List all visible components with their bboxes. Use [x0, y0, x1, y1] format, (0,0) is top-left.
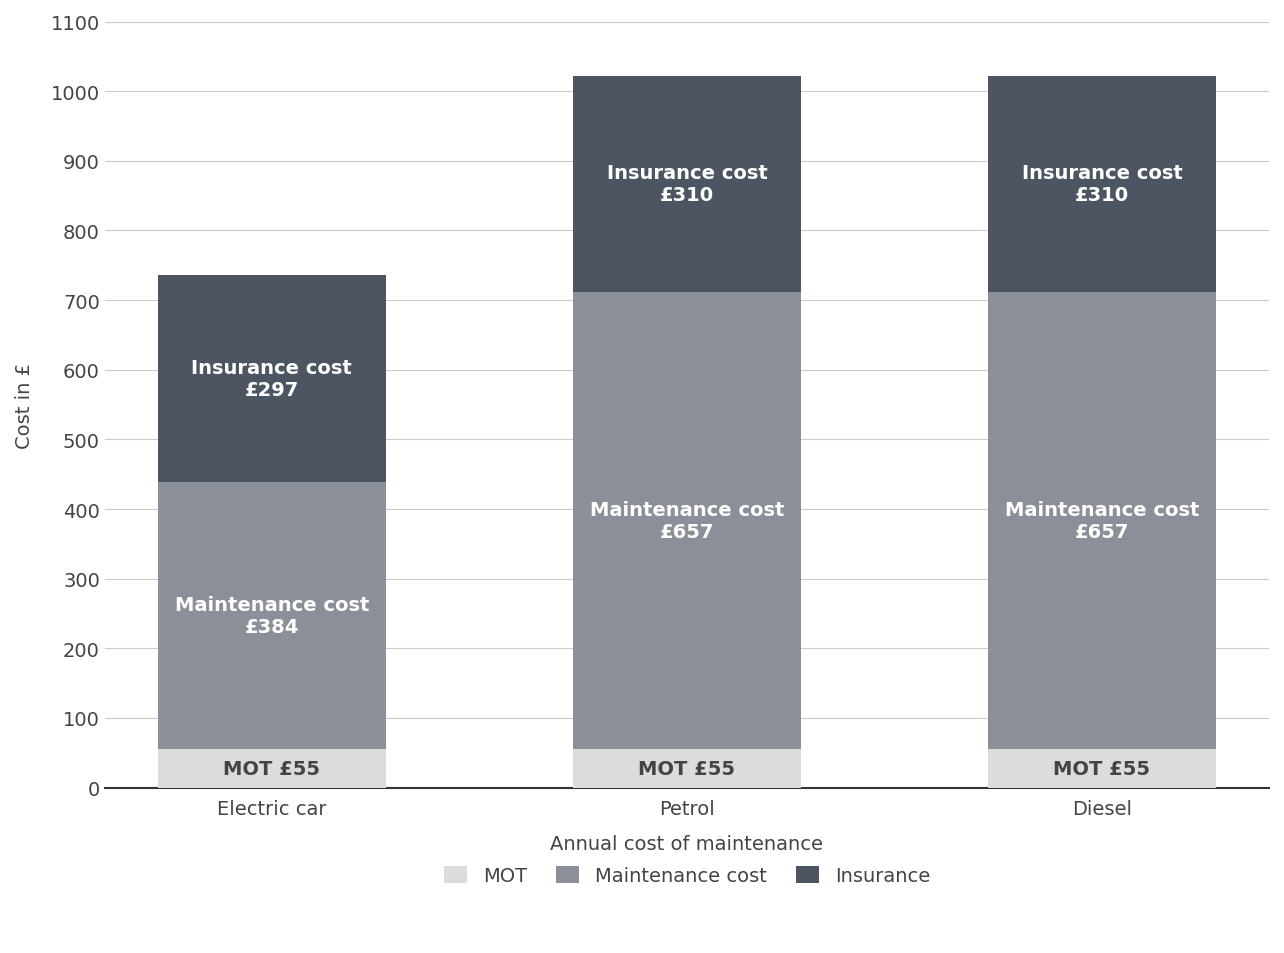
Text: Insurance cost
£310: Insurance cost £310 — [606, 164, 768, 205]
Bar — [987, 293, 1216, 750]
Y-axis label: Cost in £: Cost in £ — [15, 362, 33, 448]
Bar — [573, 293, 801, 750]
Text: Maintenance cost
£657: Maintenance cost £657 — [589, 500, 785, 541]
Text: MOT £55: MOT £55 — [638, 760, 736, 779]
Bar — [987, 750, 1216, 788]
Text: Maintenance cost
£657: Maintenance cost £657 — [1005, 500, 1199, 541]
Text: MOT £55: MOT £55 — [223, 760, 320, 779]
X-axis label: Annual cost of maintenance: Annual cost of maintenance — [551, 835, 823, 854]
Text: Insurance cost
£297: Insurance cost £297 — [191, 358, 352, 399]
Bar — [158, 275, 386, 482]
Bar — [573, 77, 801, 293]
Legend: MOT, Maintenance cost, Insurance: MOT, Maintenance cost, Insurance — [444, 866, 930, 885]
Bar — [158, 750, 386, 788]
Text: Maintenance cost
£384: Maintenance cost £384 — [175, 596, 369, 637]
Text: MOT £55: MOT £55 — [1053, 760, 1150, 779]
Text: Insurance cost
£310: Insurance cost £310 — [1022, 164, 1183, 205]
Bar — [573, 750, 801, 788]
Bar — [158, 482, 386, 750]
Bar — [987, 77, 1216, 293]
